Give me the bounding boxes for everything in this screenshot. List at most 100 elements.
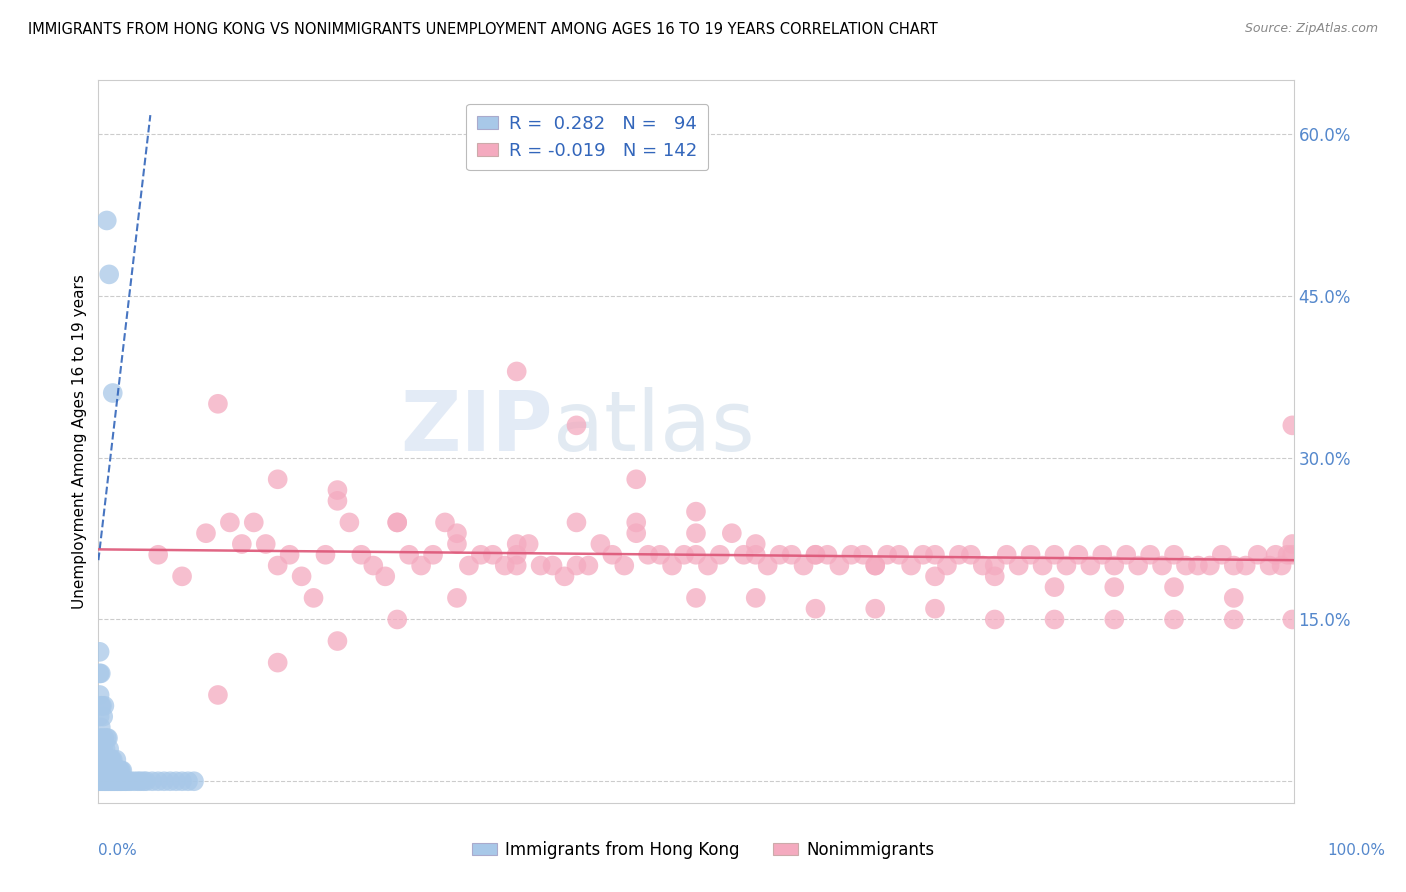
Point (90, 774, 112, 789)
Point (302, 591, 325, 605)
Point (90, 720, 112, 734)
Point (530, 558, 553, 573)
Point (108, 774, 131, 789)
Point (107, 764, 129, 778)
Point (93, 698, 115, 713)
Point (291, 569, 314, 583)
Point (889, 548, 911, 562)
Point (135, 774, 157, 789)
Point (1104, 612, 1126, 626)
Point (97, 764, 120, 778)
Point (90, 742, 112, 756)
Point (105, 774, 128, 789)
Point (98, 774, 122, 789)
Point (267, 558, 290, 573)
Point (1187, 558, 1209, 573)
Point (1264, 548, 1286, 562)
Point (96, 753, 118, 767)
Point (685, 548, 707, 562)
Point (89, 709, 111, 723)
Point (108, 764, 131, 778)
Point (90, 753, 112, 767)
Point (183, 774, 205, 789)
Point (1281, 548, 1303, 562)
Point (506, 548, 529, 562)
Point (243, 516, 266, 530)
Point (385, 516, 409, 530)
Point (434, 516, 457, 530)
Point (852, 548, 875, 562)
Point (326, 493, 349, 508)
Point (685, 591, 707, 605)
Point (103, 764, 125, 778)
Point (97, 753, 120, 767)
Point (1043, 580, 1066, 594)
Point (1211, 548, 1233, 562)
Point (148, 548, 170, 562)
Point (117, 774, 139, 789)
Point (374, 569, 396, 583)
Point (98, 774, 121, 789)
Point (984, 612, 1007, 626)
Point (114, 774, 136, 789)
Point (90, 698, 112, 713)
Point (91, 731, 114, 745)
Point (685, 526, 707, 541)
Point (107, 774, 129, 789)
Point (207, 397, 229, 411)
Point (96, 774, 118, 789)
Point (350, 548, 373, 562)
Point (1163, 580, 1185, 594)
Text: 0.0%: 0.0% (98, 843, 138, 858)
Point (1152, 558, 1174, 573)
Point (589, 537, 612, 551)
Point (267, 656, 290, 670)
Point (841, 548, 863, 562)
Point (132, 774, 155, 789)
Point (972, 558, 994, 573)
Point (363, 558, 385, 573)
Point (697, 558, 720, 573)
Point (1175, 558, 1198, 573)
Point (1223, 558, 1246, 573)
Point (1271, 558, 1294, 573)
Point (911, 548, 934, 562)
Point (733, 548, 755, 562)
Point (98, 764, 121, 778)
Point (876, 548, 898, 562)
Point (1091, 548, 1114, 562)
Point (554, 569, 576, 583)
Point (177, 774, 200, 789)
Legend: R =  0.282   N =   94, R = -0.019   N = 142: R = 0.282 N = 94, R = -0.019 N = 142 (465, 103, 709, 170)
Point (768, 548, 790, 562)
Point (104, 764, 127, 778)
Point (648, 548, 672, 562)
Point (470, 548, 492, 562)
Point (804, 548, 827, 562)
Point (1281, 418, 1303, 433)
Point (602, 548, 624, 562)
Point (446, 537, 468, 551)
Point (89, 666, 111, 681)
Point (1277, 548, 1299, 562)
Point (924, 601, 946, 615)
Point (89, 688, 111, 702)
Point (541, 558, 564, 573)
Point (98, 268, 121, 282)
Point (1115, 548, 1137, 562)
Point (1223, 612, 1246, 626)
Point (936, 558, 959, 573)
Point (98, 742, 121, 756)
Point (91, 709, 114, 723)
Point (626, 472, 648, 486)
Point (780, 548, 803, 562)
Text: Source: ZipAtlas.com: Source: ZipAtlas.com (1244, 22, 1378, 36)
Point (637, 548, 659, 562)
Point (195, 526, 218, 541)
Point (626, 526, 648, 541)
Point (709, 548, 731, 562)
Point (129, 774, 152, 789)
Point (565, 418, 588, 433)
Point (89, 774, 111, 789)
Point (254, 537, 277, 551)
